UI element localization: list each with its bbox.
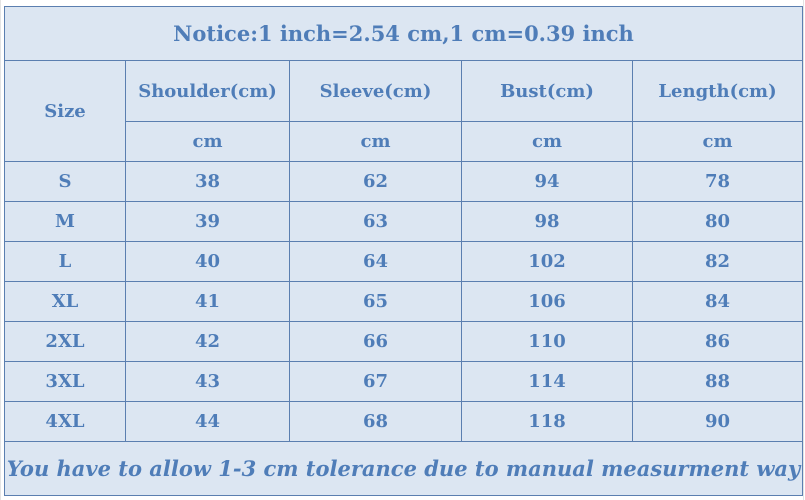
bust-value: 94 bbox=[461, 161, 633, 202]
sleeve-value: 66 bbox=[289, 321, 462, 362]
size-label: L bbox=[4, 241, 126, 282]
column-header-shoulder: Shoulder(cm) bbox=[125, 60, 290, 122]
size-label: M bbox=[4, 201, 126, 242]
size-label: XL bbox=[4, 281, 126, 322]
shoulder-value: 38 bbox=[125, 161, 290, 202]
size-label: 4XL bbox=[4, 401, 126, 442]
size-label: 3XL bbox=[4, 361, 126, 402]
length-value: 88 bbox=[631, 361, 804, 402]
size-label: 2XL bbox=[4, 321, 126, 362]
table-row: 3XL 43 67 114 88 bbox=[4, 361, 804, 402]
length-value: 90 bbox=[631, 401, 804, 442]
sheet-gridline bbox=[0, 0, 1, 500]
length-value: 84 bbox=[631, 281, 804, 322]
sleeve-value: 62 bbox=[289, 161, 462, 202]
table-row: S 38 62 94 78 bbox=[4, 161, 804, 202]
length-value: 82 bbox=[631, 241, 804, 282]
size-label: S bbox=[4, 161, 126, 202]
column-header-length: Length(cm) bbox=[631, 60, 804, 122]
table-row: 2XL 42 66 110 86 bbox=[4, 321, 804, 362]
size-chart-table: Notice:1 inch=2.54 cm,1 cm=0.39 inch Siz… bbox=[3, 6, 804, 496]
column-header-sleeve: Sleeve(cm) bbox=[289, 60, 462, 122]
sheet-gridline bbox=[803, 0, 804, 500]
sleeve-value: 64 bbox=[289, 241, 462, 282]
sleeve-value: 63 bbox=[289, 201, 462, 242]
column-header-bust: Bust(cm) bbox=[461, 60, 633, 122]
unit-cell: cm bbox=[289, 121, 462, 162]
bust-value: 118 bbox=[461, 401, 633, 442]
bust-value: 102 bbox=[461, 241, 633, 282]
length-value: 86 bbox=[631, 321, 804, 362]
bust-value: 98 bbox=[461, 201, 633, 242]
shoulder-value: 44 bbox=[125, 401, 290, 442]
notice-text: Notice:1 inch=2.54 cm,1 cm=0.39 inch bbox=[3, 6, 804, 61]
shoulder-value: 40 bbox=[125, 241, 290, 282]
footer-row: You have to allow 1-3 cm tolerance due t… bbox=[3, 441, 804, 496]
shoulder-value: 39 bbox=[125, 201, 290, 242]
tolerance-note: You have to allow 1-3 cm tolerance due t… bbox=[3, 441, 804, 496]
notice-row: Notice:1 inch=2.54 cm,1 cm=0.39 inch bbox=[3, 6, 804, 61]
shoulder-value: 42 bbox=[125, 321, 290, 362]
table-row: L 40 64 102 82 bbox=[4, 241, 804, 282]
shoulder-value: 41 bbox=[125, 281, 290, 322]
unit-row: cm cm cm cm bbox=[5, 121, 804, 162]
bust-value: 114 bbox=[461, 361, 633, 402]
table-row: 4XL 44 68 118 90 bbox=[4, 401, 804, 442]
length-value: 78 bbox=[631, 161, 804, 202]
table-row: XL 41 65 106 84 bbox=[4, 281, 804, 322]
table-row: M 39 63 98 80 bbox=[4, 201, 804, 242]
unit-cell: cm bbox=[461, 121, 633, 162]
header-row: Size Shoulder(cm) Sleeve(cm) Bust(cm) Le… bbox=[4, 60, 804, 162]
shoulder-value: 43 bbox=[125, 361, 290, 402]
unit-cell: cm bbox=[125, 121, 290, 162]
sleeve-value: 65 bbox=[289, 281, 462, 322]
sleeve-value: 67 bbox=[289, 361, 462, 402]
length-value: 80 bbox=[631, 201, 804, 242]
bust-value: 110 bbox=[461, 321, 633, 362]
bust-value: 106 bbox=[461, 281, 633, 322]
unit-cell: cm bbox=[631, 121, 804, 162]
size-column-header: Size bbox=[4, 60, 126, 162]
sleeve-value: 68 bbox=[289, 401, 462, 442]
